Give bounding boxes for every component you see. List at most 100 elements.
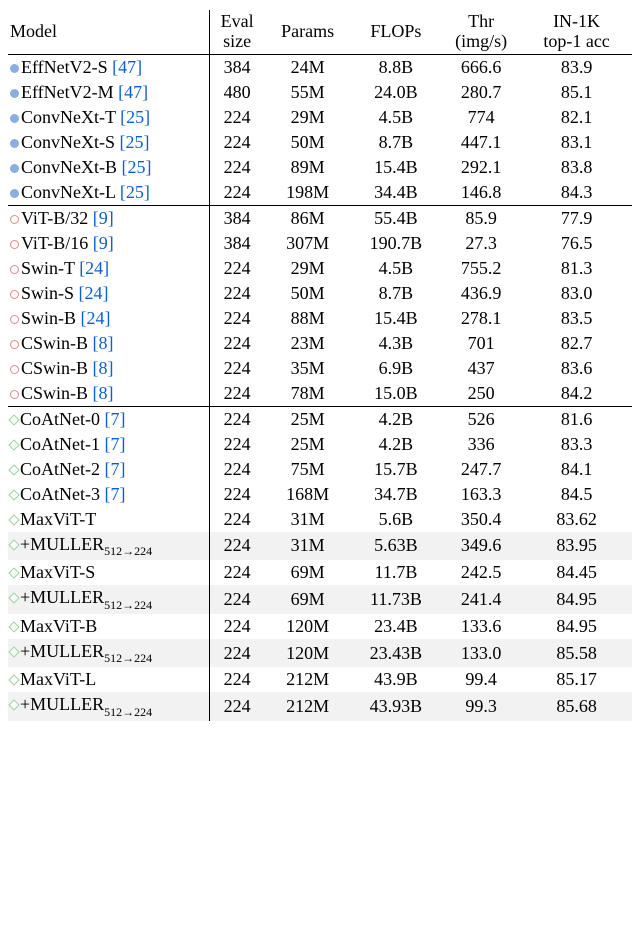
model-subscript: 512→224 [104,705,152,719]
cell-accuracy: 83.1 [521,130,632,155]
model-name: CSwin-B [21,358,88,378]
cell-flops: 55.4B [351,205,441,231]
cell-model: MaxViT-L [8,667,209,692]
green-marker-icon [8,646,19,657]
cell-flops: 8.7B [351,281,441,306]
red-marker-icon [10,240,19,249]
citation-link[interactable]: [8] [93,333,114,353]
cell-throughput: 133.0 [441,639,521,668]
cell-throughput: 292.1 [441,155,521,180]
cell-eval: 384 [209,231,264,256]
citation-link[interactable]: [25] [120,182,150,202]
cell-model: ConvNeXt-L [25] [8,180,209,206]
cell-throughput: 85.9 [441,205,521,231]
model-name: +MULLER [20,641,104,661]
model-name: +MULLER [20,694,104,714]
cell-params: 75M [265,457,351,482]
cell-throughput: 350.4 [441,507,521,532]
table-row: +MULLER512→224224212M43.93B99.385.68 [8,692,632,721]
cell-eval: 224 [209,406,264,432]
col-acc: IN-1K top-1 acc [521,10,632,54]
citation-link[interactable]: [25] [120,107,150,127]
cell-accuracy: 81.3 [521,256,632,281]
model-name: MaxViT-T [20,509,96,529]
blue-marker-icon [10,114,19,123]
green-marker-icon [8,621,19,632]
table-row: EffNetV2-M [47]48055M24.0B280.785.1 [8,80,632,105]
cell-eval: 224 [209,560,264,585]
cell-model: EffNetV2-M [47] [8,80,209,105]
table-row: ConvNeXt-L [25]224198M34.4B146.884.3 [8,180,632,206]
cell-accuracy: 84.3 [521,180,632,206]
citation-link[interactable]: [47] [112,57,142,77]
cell-accuracy: 84.5 [521,482,632,507]
cell-throughput: 436.9 [441,281,521,306]
citation-link[interactable]: [24] [79,258,109,278]
cell-params: 31M [265,532,351,561]
green-marker-icon [8,489,19,500]
green-marker-icon [8,593,19,604]
table-row: MaxViT-S22469M11.7B242.584.45 [8,560,632,585]
cell-params: 89M [265,155,351,180]
red-marker-icon [10,215,19,224]
cell-params: 307M [265,231,351,256]
cell-params: 69M [265,585,351,614]
citation-link[interactable]: [7] [105,459,126,479]
red-marker-icon [10,340,19,349]
model-name: Swin-B [21,308,76,328]
cell-accuracy: 83.0 [521,281,632,306]
citation-link[interactable]: [8] [93,383,114,403]
red-marker-icon [10,390,19,399]
cell-accuracy: 83.6 [521,356,632,381]
cell-model: Swin-S [24] [8,281,209,306]
cell-accuracy: 77.9 [521,205,632,231]
green-marker-icon [8,539,19,550]
green-marker-icon [8,439,19,450]
cell-eval: 224 [209,432,264,457]
citation-link[interactable]: [24] [81,308,111,328]
citation-link[interactable]: [9] [93,208,114,228]
cell-accuracy: 82.1 [521,105,632,130]
citation-link[interactable]: [25] [120,132,150,152]
cell-eval: 224 [209,155,264,180]
cell-flops: 6.9B [351,356,441,381]
cell-eval: 224 [209,256,264,281]
cell-model: EffNetV2-S [47] [8,54,209,80]
citation-link[interactable]: [24] [79,283,109,303]
cell-eval: 224 [209,482,264,507]
cell-eval: 224 [209,180,264,206]
cell-flops: 15.7B [351,457,441,482]
citation-link[interactable]: [47] [118,82,148,102]
cell-flops: 34.4B [351,180,441,206]
cell-model: ConvNeXt-S [25] [8,130,209,155]
blue-marker-icon [10,139,19,148]
cell-model: ConvNeXt-B [25] [8,155,209,180]
red-marker-icon [10,290,19,299]
cell-flops: 24.0B [351,80,441,105]
cell-flops: 4.2B [351,406,441,432]
table-row: Swin-B [24]22488M15.4B278.183.5 [8,306,632,331]
cell-eval: 224 [209,281,264,306]
blue-marker-icon [10,89,19,98]
cell-throughput: 280.7 [441,80,521,105]
cell-eval: 224 [209,105,264,130]
citation-link[interactable]: [9] [93,233,114,253]
model-name: CoAtNet-3 [20,484,100,504]
cell-params: 29M [265,256,351,281]
citation-link[interactable]: [25] [122,157,152,177]
cell-flops: 43.9B [351,667,441,692]
table-row: ViT-B/16 [9]384307M190.7B27.376.5 [8,231,632,256]
citation-link[interactable]: [7] [105,409,126,429]
cell-model: +MULLER512→224 [8,692,209,721]
cell-eval: 224 [209,507,264,532]
model-name: CoAtNet-1 [20,434,100,454]
citation-link[interactable]: [7] [105,484,126,504]
cell-model: ViT-B/16 [9] [8,231,209,256]
cell-params: 69M [265,560,351,585]
cell-model: +MULLER512→224 [8,585,209,614]
citation-link[interactable]: [7] [105,434,126,454]
citation-link[interactable]: [8] [93,358,114,378]
cell-eval: 224 [209,457,264,482]
cell-params: 168M [265,482,351,507]
cell-params: 212M [265,692,351,721]
